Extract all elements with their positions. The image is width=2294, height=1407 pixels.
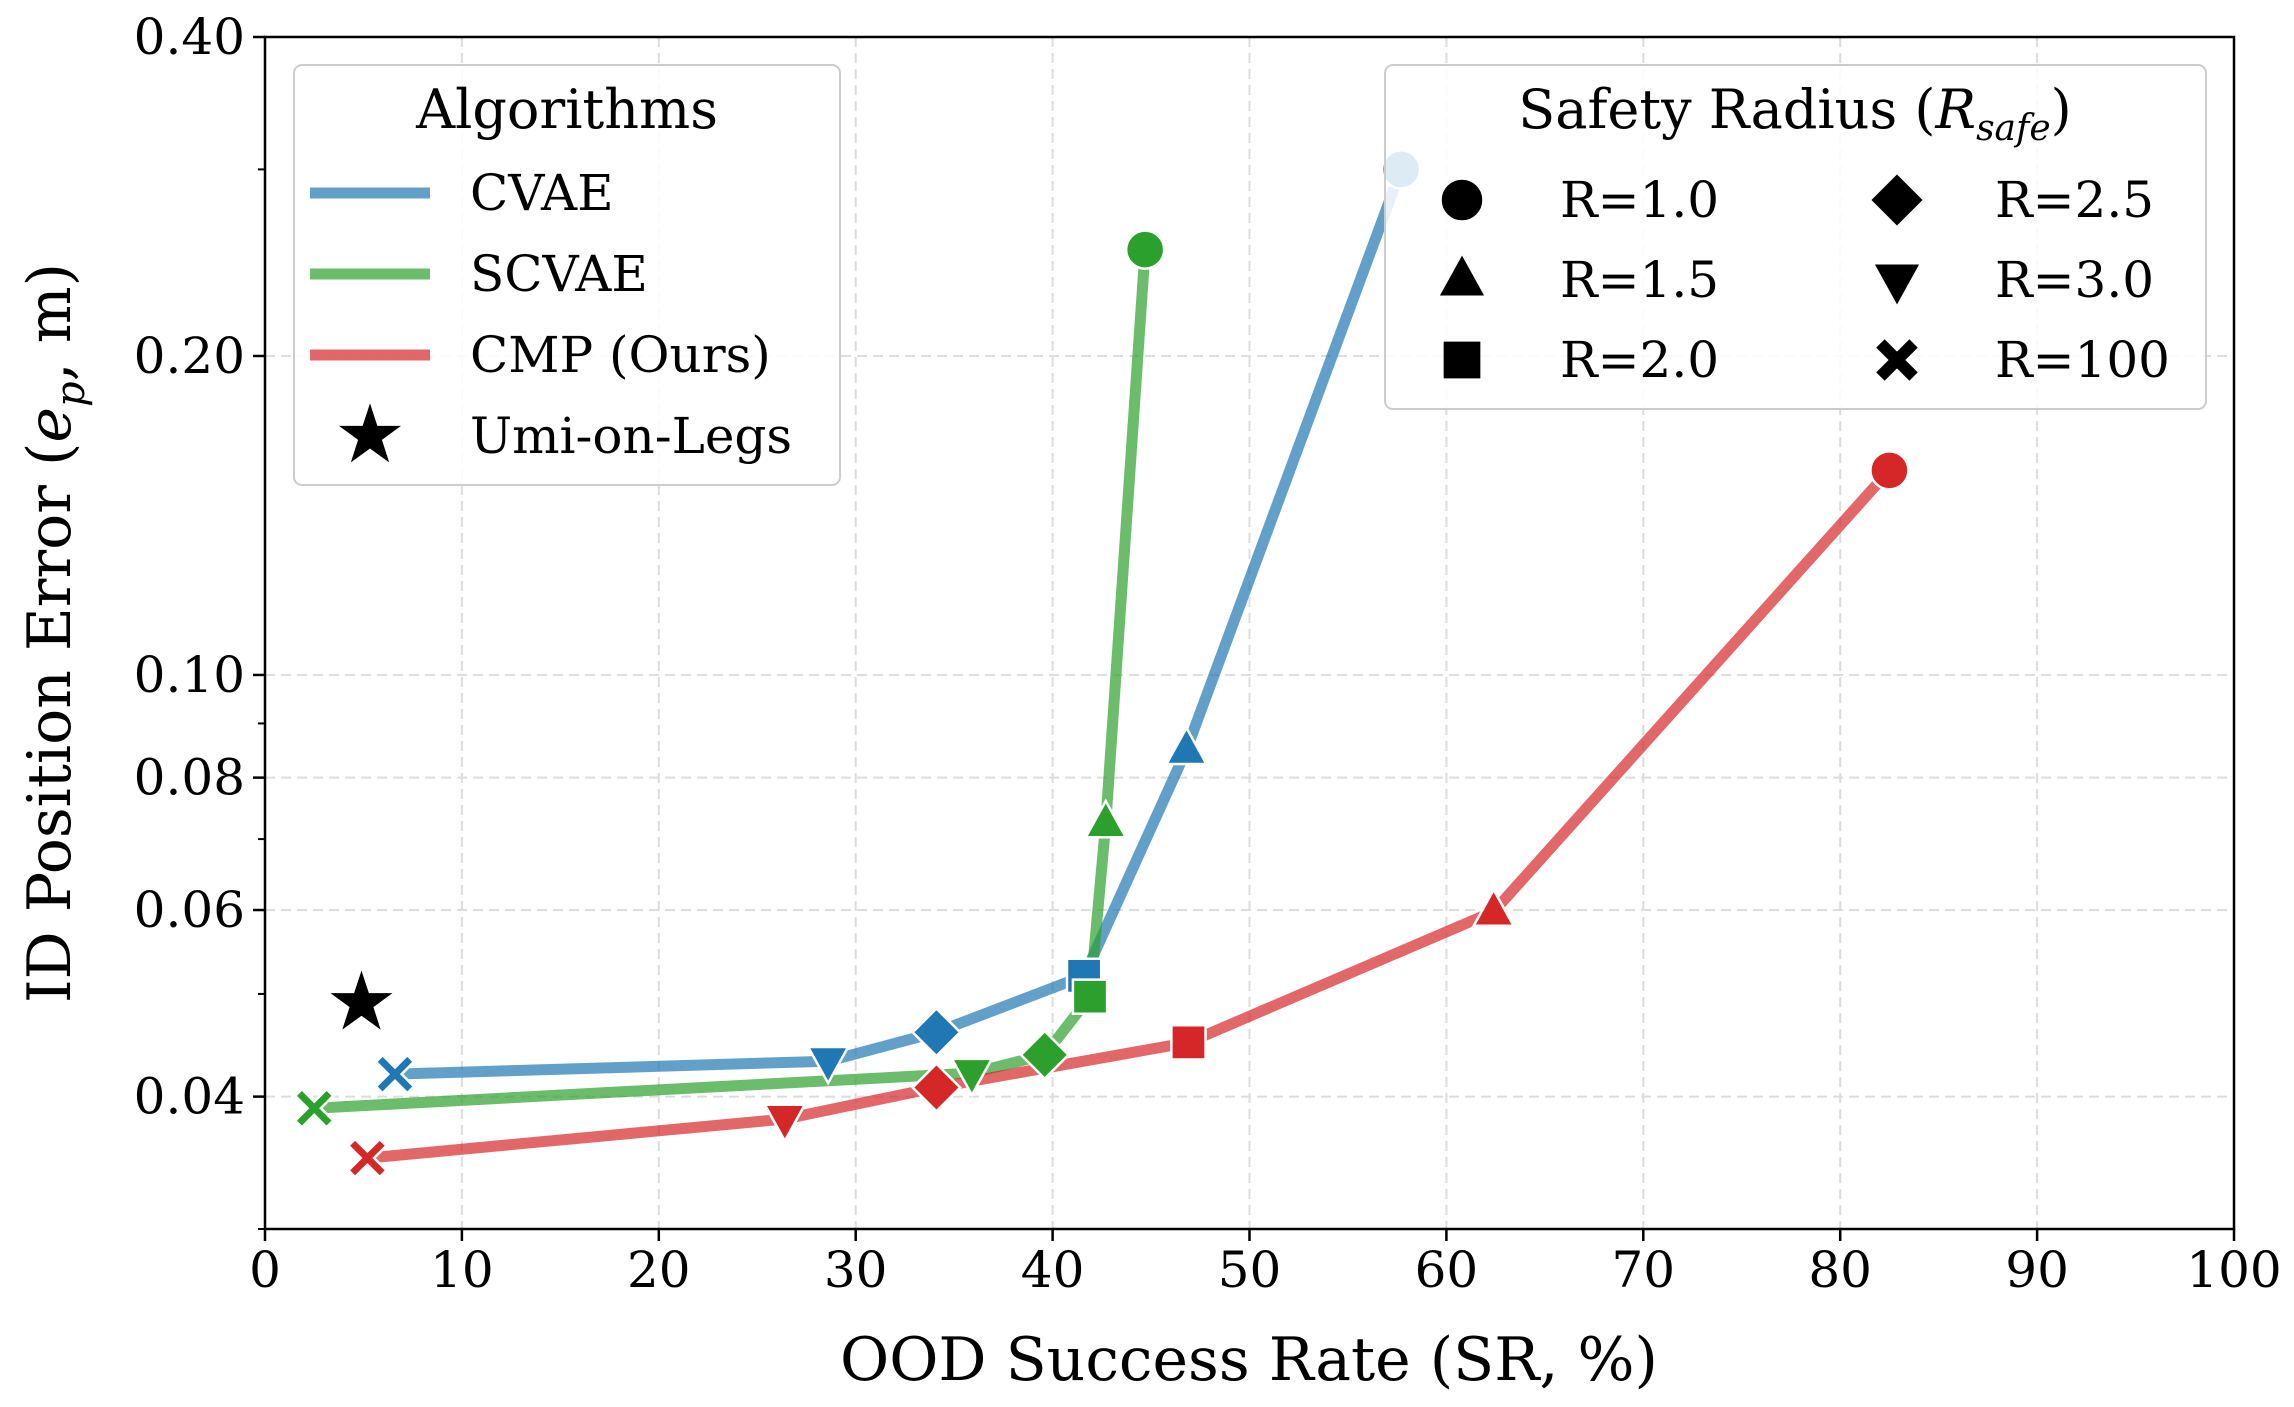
x-marker	[346, 1137, 389, 1179]
series-line-SCVAE	[313, 249, 1151, 1114]
y-tick-label: 0.04	[134, 1068, 245, 1126]
star-marker	[330, 970, 393, 1030]
triangle-down-marker	[949, 1057, 994, 1098]
x-tick-label: 0	[249, 1241, 281, 1299]
x-marker	[374, 1053, 416, 1095]
circle-marker	[1124, 229, 1166, 270]
series-layer	[293, 149, 1910, 1179]
legend-entry: R=3.0	[1995, 251, 2154, 309]
legend-entry: R=2.0	[1560, 331, 1719, 389]
x-marker	[293, 1087, 335, 1130]
legend-entry: CVAE	[470, 164, 614, 222]
diamond-marker	[1871, 174, 1923, 226]
y-axis-label: ID Position Error (ep, m)	[15, 263, 94, 1003]
y-tick-label: 0.20	[134, 327, 245, 385]
legend-entry: R=100	[1995, 331, 2170, 389]
legend-entry: R=2.5	[1995, 171, 2154, 229]
y-tick-label: 0.06	[134, 881, 245, 939]
triangle-down-marker	[1874, 264, 1920, 305]
diamond-marker	[910, 1061, 962, 1114]
legend-algorithms: Algorithms CVAE SCVAE CMP (Ours) Umi-on-Leg…	[293, 64, 841, 486]
legend-entry: SCVAE	[470, 245, 648, 303]
y-tick-label: 0.40	[134, 8, 245, 66]
triangle-up-marker	[1164, 725, 1209, 766]
x-tick-label: 30	[824, 1241, 888, 1299]
triangle-down-marker	[806, 1045, 851, 1086]
legend-title: Algorithms	[415, 78, 718, 141]
triangle-up-marker	[1439, 255, 1485, 296]
legend-entry: CMP (Ours)	[470, 326, 771, 384]
diamond-marker	[1019, 1029, 1071, 1081]
triangle-down-marker	[762, 1103, 807, 1144]
legend-entry: Umi-on-Legs	[470, 407, 792, 465]
x-tick-label: 80	[1808, 1241, 1872, 1299]
x-tick-label: 50	[1218, 1241, 1282, 1299]
x-tick-label: 70	[1611, 1241, 1675, 1299]
x-tick-label: 60	[1415, 1241, 1479, 1299]
series-line-CMP (Ours)	[366, 466, 1894, 1164]
triangle-up-marker	[1471, 887, 1516, 928]
triangle-up-marker	[1083, 798, 1128, 839]
series-line-CVAE	[394, 167, 1407, 1080]
x-axis-label: OOD Success Rate (SR, %)	[840, 1325, 1658, 1395]
diamond-marker	[910, 1006, 962, 1058]
legend-safety-radius: Safety Radius (Rsafe) R=1.0 R=1.5 R=2.0 R=2…	[1384, 64, 2207, 410]
square-marker	[1071, 978, 1109, 1016]
x-marker	[1876, 339, 1918, 381]
legend-title: Safety Radius (Rsafe)	[1518, 78, 2071, 149]
x-tick-label: 100	[2186, 1241, 2281, 1299]
circle-marker	[1869, 450, 1910, 491]
y-tick-label: 0.10	[134, 646, 245, 704]
x-tick-label: 20	[627, 1241, 691, 1299]
x-tick-label: 40	[1021, 1241, 1085, 1299]
star-marker	[338, 403, 402, 463]
ticks: 0 10 20 30 40 50 60 70 80 90 100 0.04 0.06 0.08 0.10 0.…	[134, 8, 2282, 1299]
x-tick-label: 90	[2005, 1241, 2069, 1299]
x-tick-label: 10	[430, 1241, 494, 1299]
y-tick-label: 0.08	[134, 749, 245, 807]
legend-entry: R=1.0	[1560, 171, 1719, 229]
square-marker	[1443, 341, 1481, 379]
circle-marker	[1441, 179, 1483, 221]
square-marker	[1170, 1024, 1207, 1061]
legend-entry: R=1.5	[1560, 251, 1719, 309]
